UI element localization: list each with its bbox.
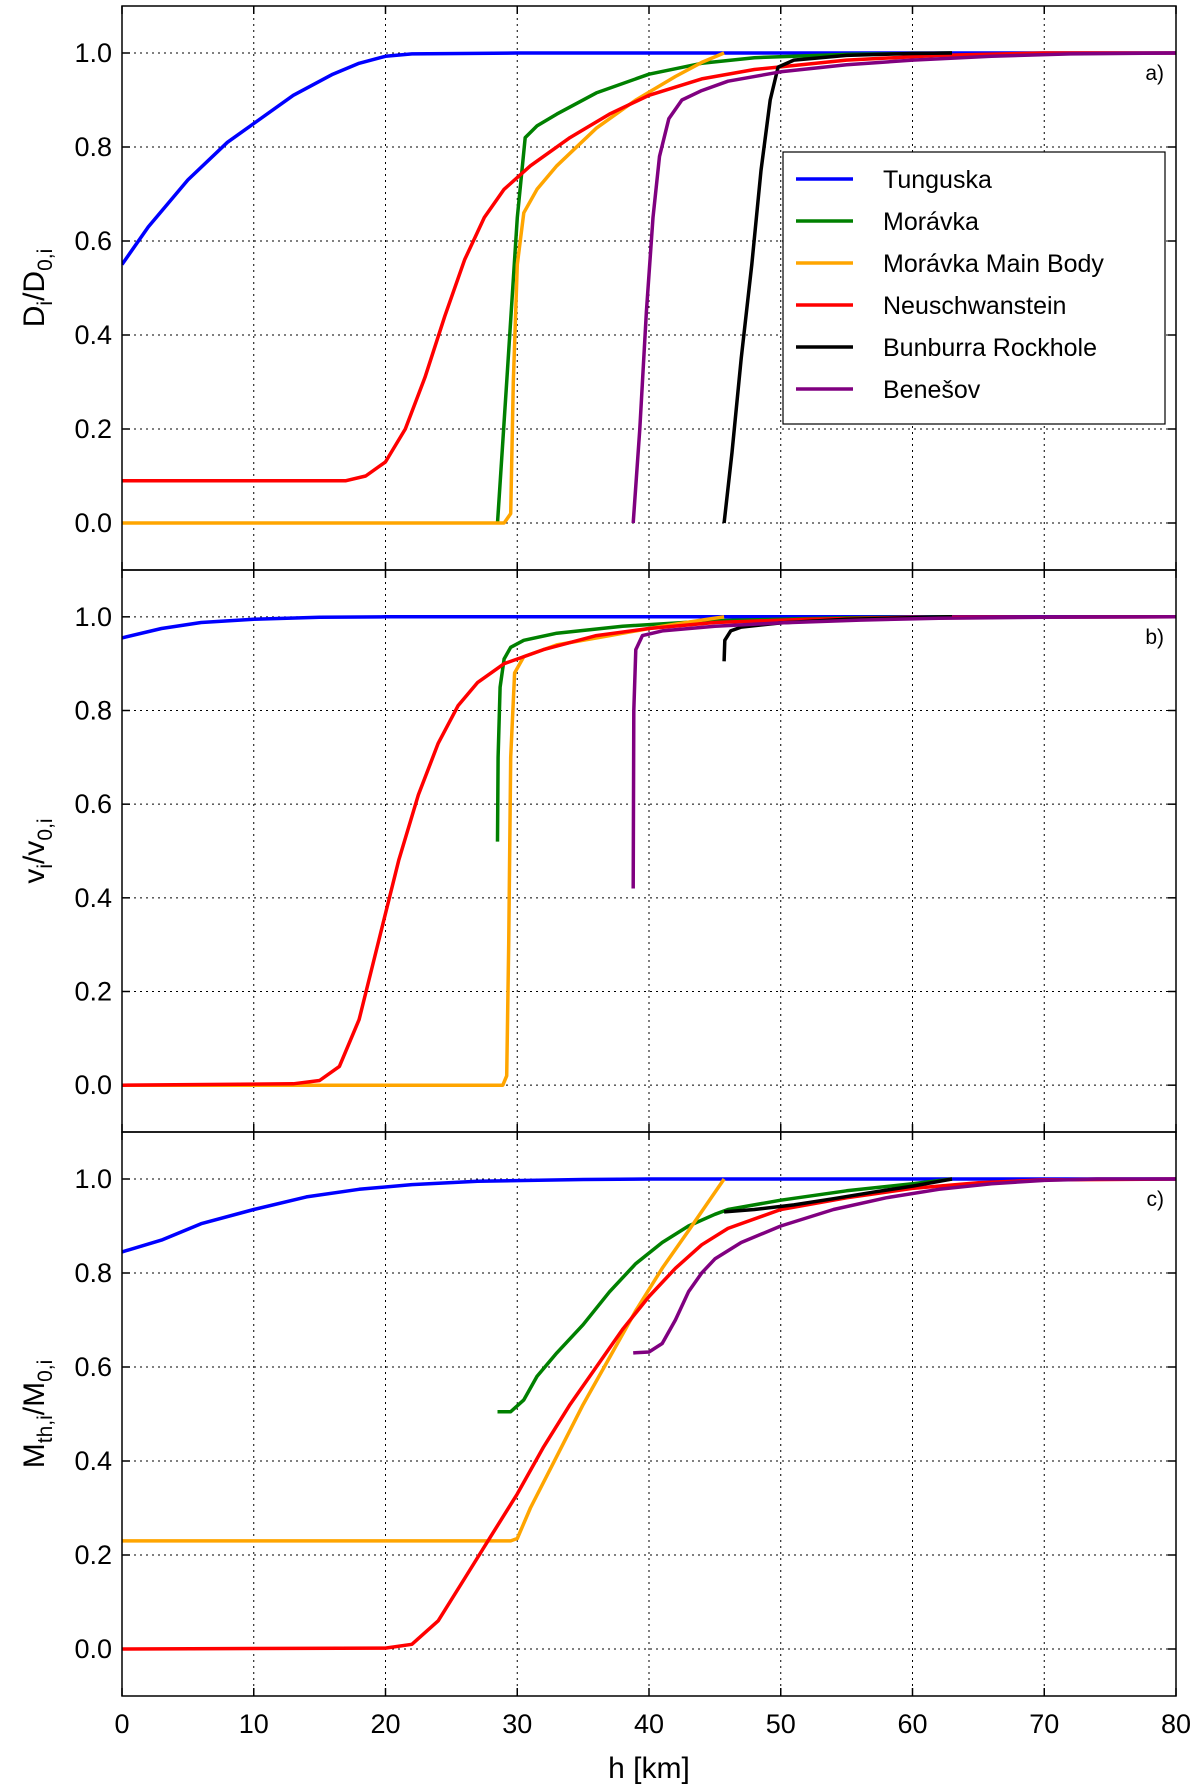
y-tick-label: 1.0 — [74, 38, 112, 68]
y-tick-label: 0.4 — [74, 1446, 112, 1476]
y-axis-label: vi/v0,i — [18, 818, 57, 883]
series-line-benesov — [633, 1177, 1176, 1355]
y-tick-label: 0.0 — [74, 508, 112, 538]
series-line-neuschwanstein — [122, 51, 1176, 483]
legend-label-moravka-main-body: Morávka Main Body — [883, 250, 1104, 278]
y-axis-label: Di/D0,i — [18, 249, 57, 328]
series-line-bunburra-rockhole — [722, 51, 953, 524]
series-line-tunguska — [122, 1177, 1176, 1254]
series-line-moravka-main-body — [122, 51, 725, 525]
y-tick-label: 0.2 — [74, 977, 112, 1007]
y-tick-label: 0.6 — [74, 226, 112, 256]
panel-tag: a) — [1145, 62, 1164, 85]
y-axis-label-part: M — [18, 1443, 51, 1468]
x-tick-label: 70 — [1029, 1709, 1059, 1739]
series-line-benesov — [631, 615, 1176, 889]
y-tick-label: 0.2 — [74, 414, 112, 444]
y-tick-label: 1.0 — [74, 602, 112, 632]
x-tick-label: 80 — [1161, 1709, 1191, 1739]
y-axis-label-part: D — [18, 306, 51, 328]
x-tick-label: 0 — [114, 1709, 129, 1739]
panel-a: 0.0 0.2 0.4 0.6 0.8 1.0 a) Di/D0,i Tunguska Moráv… — [18, 5, 1177, 571]
x-tick-label: 50 — [766, 1709, 796, 1739]
y-tick-label: 1.0 — [74, 1164, 112, 1194]
legend-box — [782, 151, 1166, 425]
legend-label-moravka: Morávka — [883, 208, 979, 236]
y-tick-label: 0.8 — [74, 132, 112, 162]
y-axis-label-subscript: th,i — [34, 1415, 57, 1443]
y-axis-label-subscript: i — [34, 864, 57, 869]
series-line-moravka-main-body — [122, 1178, 726, 1543]
y-axis-label-subscript: i — [34, 301, 57, 306]
panel-tag: c) — [1147, 1188, 1165, 1211]
y-axis-label-subscript: 0,i — [34, 818, 57, 840]
legend-label-bunburra-rockhole: Bunburra Rockhole — [883, 334, 1097, 362]
y-tick-label: 0.8 — [74, 1258, 112, 1288]
panel-b: 0.0 0.2 0.4 0.6 0.8 1.0 b) vi/v0,i — [18, 569, 1177, 1133]
legend: Tunguska Morávka Morávka Main Body Neuschwa… — [782, 151, 1166, 425]
series-line-tunguska — [122, 615, 1176, 640]
x-tick-label: 60 — [897, 1709, 927, 1739]
y-axis-label-part: /D — [18, 271, 51, 301]
series-line-neuschwanstein — [122, 615, 1176, 1087]
legend-label-tunguska: Tunguska — [883, 166, 992, 194]
panel-c: 0.0 0.2 0.4 0.6 0.8 1.0 c) Mth,i/M0,i — [18, 1131, 1177, 1697]
x-tick-label: 10 — [239, 1709, 269, 1739]
series-line-benesov — [631, 51, 1176, 524]
series-line-moravka — [495, 51, 953, 524]
panel-tag: b) — [1145, 626, 1164, 649]
y-axis-label-part: /M — [18, 1382, 51, 1415]
x-axis-label: h [km] — [608, 1752, 690, 1785]
series-line-tunguska — [122, 51, 1176, 266]
y-tick-label: 0.8 — [74, 696, 112, 726]
series-line-moravka — [497, 1177, 953, 1414]
series-line-neuschwanstein — [122, 1177, 1176, 1651]
plot-frame — [121, 1131, 1177, 1697]
legend-label-neuschwanstein: Neuschwanstein — [883, 292, 1066, 320]
y-tick-label: 0.0 — [74, 1070, 112, 1100]
y-tick-label: 0.4 — [74, 883, 112, 913]
y-tick-label: 0.6 — [74, 1352, 112, 1382]
y-axis-label-subscript: 0,i — [34, 249, 57, 271]
series-line-bunburra-rockhole — [723, 1177, 953, 1214]
x-tick-label: 20 — [370, 1709, 400, 1739]
y-tick-label: 0.6 — [74, 789, 112, 819]
y-tick-label: 0.2 — [74, 1540, 112, 1570]
y-axis-label-part: /v — [18, 841, 51, 864]
y-axis-label-subscript: 0,i — [34, 1360, 57, 1382]
y-axis-label-part: v — [18, 869, 51, 884]
x-tick-label: 30 — [502, 1709, 532, 1739]
y-tick-label: 0.4 — [74, 320, 112, 350]
legend-label-benesov: Benešov — [883, 376, 981, 404]
y-axis-label: Mth,i/M0,i — [18, 1360, 57, 1469]
y-tick-label: 0.0 — [74, 1634, 112, 1664]
x-tick-label: 40 — [634, 1709, 664, 1739]
